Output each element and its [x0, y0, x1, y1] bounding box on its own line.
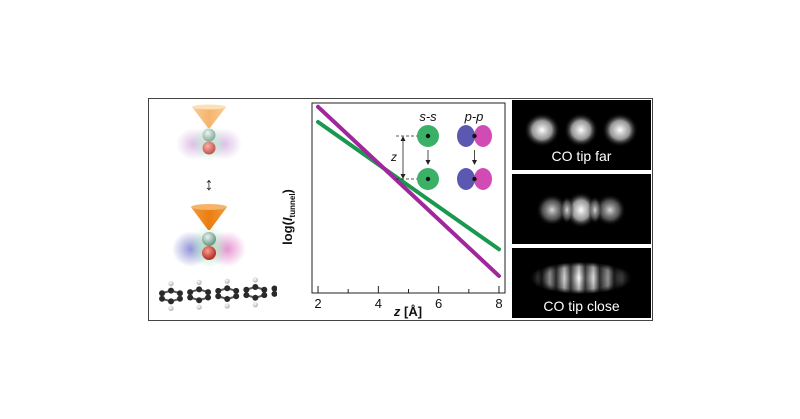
- x-tick-label: 2: [314, 296, 321, 311]
- x-tick-label: 6: [435, 296, 442, 311]
- carbon-atom: [224, 285, 231, 292]
- tip-cone-far: [192, 107, 226, 128]
- co-tip-close: [172, 204, 246, 268]
- x-tick-label: 4: [375, 296, 382, 311]
- molecule: [159, 276, 296, 311]
- p-orbital-top-left: [457, 125, 475, 147]
- carbon-atom: [187, 294, 194, 301]
- hydrogen-atom: [252, 277, 258, 283]
- stm-image-close: CO tip close: [512, 248, 651, 318]
- carbon-atom: [243, 292, 250, 299]
- series-line-p-p: [316, 104, 501, 278]
- stm-image-far: CO tip far: [512, 100, 651, 170]
- carbon-atom: [233, 287, 240, 294]
- carbon-atom: [205, 294, 212, 301]
- near-far-arrow: ↕: [205, 174, 214, 194]
- stm-image-mid: [512, 174, 651, 244]
- co-tip-far: [176, 104, 242, 161]
- carbon-atom: [243, 286, 250, 293]
- carbon-atom: [233, 293, 240, 300]
- hydrogen-atom: [224, 278, 230, 284]
- carbon-atom-close: [202, 232, 216, 246]
- carbon-atom-far: [202, 128, 216, 142]
- stm-caption-far: CO tip far: [551, 148, 612, 164]
- series-line-s-s: [316, 120, 501, 252]
- oxygen-atom-far: [202, 141, 216, 155]
- hydrogen-atom: [196, 304, 202, 310]
- hydrogen-atom: [168, 305, 174, 311]
- carbon-atom: [187, 289, 194, 296]
- carbon-atom: [252, 294, 259, 301]
- tunnel-current-chart: log(Itunnel) 2 4 6 8 z [Å] s-s p-p z: [278, 99, 510, 320]
- p-orbital-top-right: [474, 125, 492, 147]
- tip-schematic: ↕: [149, 99, 296, 320]
- p-orbital-bottom-right: [474, 168, 492, 190]
- hydrogen-atom: [168, 281, 174, 287]
- orbital-inset: s-s p-p z: [390, 109, 492, 190]
- carbon-atom: [176, 290, 183, 297]
- carbon-atom: [271, 285, 278, 292]
- carbon-atom: [261, 292, 268, 299]
- x-tick-label: 8: [495, 296, 502, 311]
- oxygen-atom-close: [202, 246, 216, 260]
- tip-cone-close: [191, 207, 227, 230]
- y-axis-label: log(Itunnel): [280, 189, 297, 245]
- carbon-atom: [252, 284, 259, 290]
- carbon-atom: [215, 293, 222, 300]
- carbon-atom: [271, 290, 278, 297]
- carbon-atom: [215, 287, 222, 294]
- carbon-atom: [159, 295, 166, 302]
- p-orbital-bottom-left: [457, 168, 475, 190]
- hydrogen-atom: [224, 303, 230, 309]
- carbon-atom: [224, 296, 231, 302]
- figure-panel: ↕ log(Itunnel) 2 4 6 8: [148, 98, 653, 321]
- inset-z-label: z: [390, 150, 397, 164]
- carbon-atom: [196, 297, 203, 304]
- stm-caption-close: CO tip close: [543, 298, 620, 314]
- carbon-atom: [168, 298, 174, 305]
- carbon-atom: [176, 295, 183, 302]
- carbon-atom: [261, 286, 268, 293]
- carbon-atom: [159, 290, 166, 297]
- hydrogen-atom: [252, 302, 258, 308]
- hydrogen-atom: [196, 279, 202, 285]
- inset-label-pp: p-p: [464, 109, 484, 124]
- x-axis-label: z [Å]: [393, 304, 422, 319]
- carbon-atom: [196, 286, 203, 293]
- carbon-atom: [205, 289, 212, 296]
- carbon-atom: [168, 287, 174, 294]
- stm-image-column: CO tip far CO tip close: [510, 99, 652, 320]
- inset-label-ss: s-s: [419, 109, 437, 124]
